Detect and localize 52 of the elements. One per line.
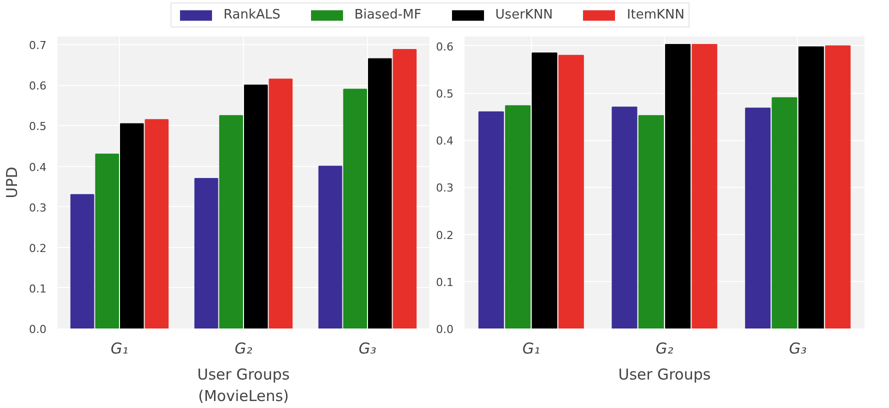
bar [392, 48, 417, 328]
x-tick-label: G₂ [234, 340, 252, 358]
bar [638, 115, 664, 328]
y-tick-label: 0.6 [29, 80, 47, 93]
bar [244, 84, 268, 328]
y-tick-label: 0.4 [436, 134, 454, 148]
y-axis-title: UPD [3, 166, 22, 198]
bar [825, 45, 851, 328]
y-tick-label: 0.5 [436, 88, 454, 101]
x-tick-label: G₁ [522, 340, 540, 358]
legend-label: ItemKNN [626, 8, 684, 22]
bar [70, 194, 94, 328]
bar [692, 44, 718, 328]
x-tick-label: G₁ [110, 340, 128, 358]
x-tick-label: G₃ [789, 340, 807, 358]
bar [343, 88, 368, 328]
legend-label: Biased-MF [354, 8, 422, 22]
y-tick-label: 0.0 [29, 323, 47, 336]
bar [798, 46, 824, 328]
y-tick-label: 0.0 [436, 323, 454, 336]
legend-label: RankALS [224, 8, 280, 22]
bar [144, 119, 169, 328]
bar [505, 105, 531, 328]
legend-label: UserKNN [495, 8, 553, 22]
bar [478, 111, 504, 328]
y-tick-label: 0.1 [29, 282, 47, 296]
bar [219, 115, 244, 328]
y-tick-label: 0.6 [436, 40, 454, 54]
y-tick-label: 0.4 [29, 160, 47, 174]
bar [558, 54, 584, 328]
x-tick-label: G₃ [358, 340, 376, 358]
y-tick-label: 0.5 [29, 120, 47, 134]
bar [95, 154, 120, 328]
x-axis-title: User Groups [618, 366, 711, 384]
x-tick-label: G₂ [656, 340, 674, 358]
y-tick-label: 0.2 [29, 242, 47, 255]
bar [368, 58, 392, 328]
bar [194, 178, 218, 328]
y-tick-label: 0.3 [436, 182, 454, 195]
bar [532, 52, 558, 328]
bar [612, 106, 638, 328]
y-tick-label: 0.7 [29, 39, 47, 52]
x-axis-title: User Groups (MovieLens) [197, 366, 290, 406]
bar [268, 78, 293, 328]
bar [745, 108, 771, 328]
bar [318, 166, 342, 328]
y-tick-label: 0.3 [29, 201, 47, 214]
y-tick-label: 0.2 [436, 228, 454, 242]
bar [120, 123, 144, 328]
bar [665, 44, 691, 328]
y-tick-label: 0.1 [436, 276, 454, 289]
bar [772, 97, 798, 328]
